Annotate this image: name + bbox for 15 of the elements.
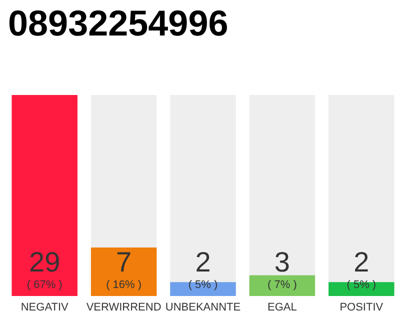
data-label: 2 ( 5% ) [346,246,376,291]
chart-title: 08932254996 [8,2,228,44]
bar [170,282,236,296]
x-tick-label: POSITIV [340,302,384,314]
bar [249,275,316,296]
data-label: 7 ( 16% ) [106,246,142,291]
x-tick-label: UNBEKANNTE [165,302,241,314]
x-tick-label: EGAL [268,302,297,314]
x-tick-label: NEGATIV [20,302,69,314]
data-label: 29 ( 67% ) [26,246,62,291]
bar [90,247,157,296]
data-label: 2 ( 5% ) [188,246,218,291]
bar [328,282,394,296]
data-label: 3 ( 7% ) [268,246,297,291]
x-tick-label: VERWIRREND [86,302,162,314]
